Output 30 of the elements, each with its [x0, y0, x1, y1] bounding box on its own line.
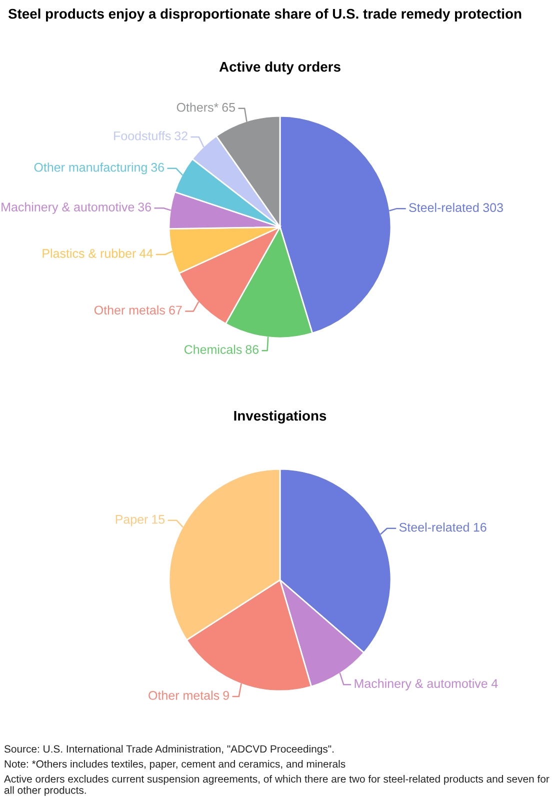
slice-label: Other metals — [148, 690, 220, 700]
slice-label: Other manufacturing — [34, 162, 147, 174]
chart-subtitle: Investigations — [234, 410, 326, 424]
slice-label: Machinery & automotive — [2, 202, 134, 214]
slice-label: Machinery & automotive — [354, 678, 488, 690]
data-label: 86 — [246, 345, 259, 354]
chart-subtitle: Active duty orders — [219, 62, 340, 74]
data-label: 65 — [222, 102, 236, 112]
slice-label: Foodstuffs — [114, 131, 171, 140]
data-label: 67 — [169, 306, 182, 315]
slice-label: Paper — [116, 515, 148, 526]
source-note: Source: U.S. International Trade Administration, "ADCVD Proceedings". — [4, 745, 334, 755]
data-label: 36 — [138, 202, 151, 212]
data-label: 15 — [152, 515, 165, 524]
data-label: 4 — [491, 679, 498, 688]
data-label: 44 — [140, 249, 153, 258]
slice-label: Plastics & rubber — [42, 248, 136, 258]
slice-label: Steel-related — [399, 522, 469, 532]
chart-title: Steel products enjoy a disproportionate share of U.S. trade remedy protection — [8, 8, 522, 22]
data-label: 36 — [151, 162, 164, 172]
slice-label: Steel-related — [409, 202, 479, 212]
slice-label: Other metals — [94, 305, 165, 315]
data-label: 9 — [223, 690, 229, 700]
slice-label: Others* — [176, 102, 218, 112]
slice-label: Chemicals — [184, 344, 242, 354]
text: Active orders excludes current suspension agreements, of which there are two for steel-related products and seven for all other products. — [4, 775, 550, 796]
text: Note: *Others includes textiles, paper, cement and ceramics, and minerals — [4, 760, 346, 770]
data-label: 303 — [483, 203, 503, 212]
data-label: 32 — [174, 131, 188, 140]
data-label: 16 — [474, 522, 486, 532]
